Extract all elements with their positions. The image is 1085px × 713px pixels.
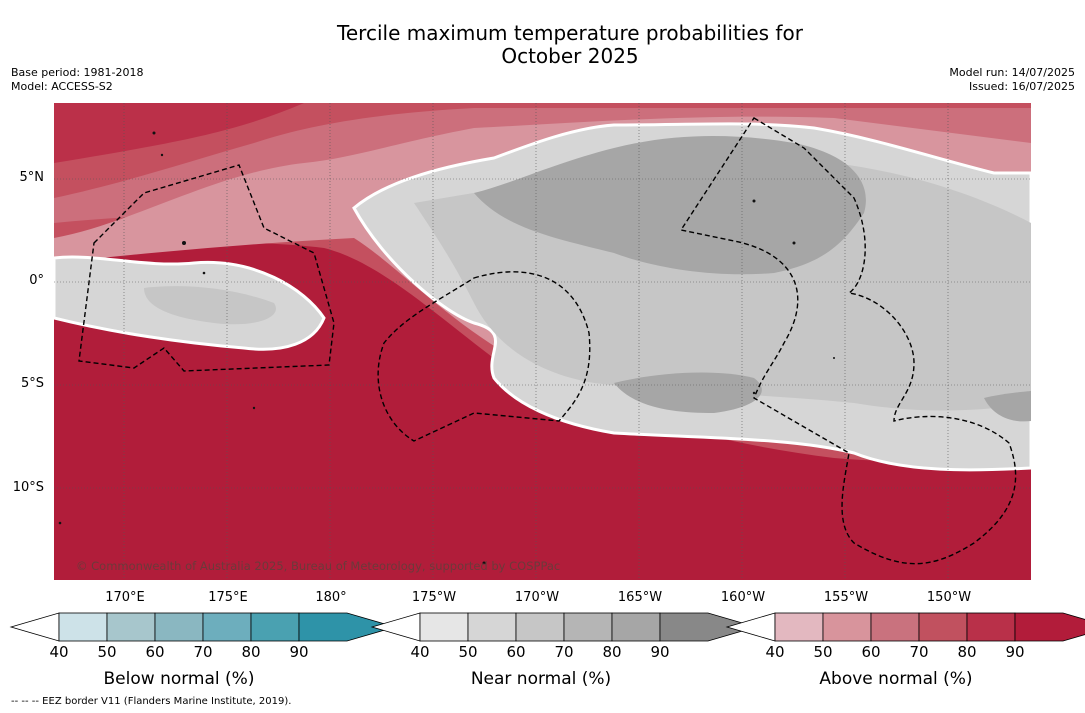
probability-map (54, 103, 1031, 580)
model-text: Model: ACCESS-S2 (11, 80, 113, 93)
colorbar-above-tick-90: 90 (1005, 643, 1025, 661)
colorbar-near-tick-80: 80 (602, 643, 622, 661)
copyright-notice: © Commonwealth of Australia 2025, Bureau… (76, 559, 561, 573)
islands (58, 131, 835, 565)
colorbar-above-segment-3 (918, 612, 968, 642)
colorbar-above-segment-2 (870, 612, 920, 642)
colorbar-above-tick-40: 40 (765, 643, 785, 661)
colorbar-label-near: Near normal (%) (470, 669, 612, 689)
colorbar-near-tick-40: 40 (410, 643, 430, 661)
colorbar-near-min-extend (370, 612, 421, 642)
colorbar-above-tick-60: 60 (861, 643, 881, 661)
colorbar-below-segment-1 (106, 612, 156, 642)
colorbar-below-segment-5 (298, 612, 397, 642)
near-normal-west-60-region (144, 286, 276, 325)
base-period-text: Base period: 1981-2018 (11, 66, 144, 79)
lon-label-155w: 155°W (823, 590, 869, 605)
colorbar-below-tick-80: 80 (241, 643, 261, 661)
colorbar-below-segment-4 (250, 612, 300, 642)
colorbar-near-segment-5 (659, 612, 758, 642)
lon-label-165w: 165°W (617, 590, 663, 605)
near-normal-70-region (474, 136, 866, 275)
colorbar-above-segment-1 (822, 612, 872, 642)
colorbar-below-segment-0 (58, 612, 108, 642)
colorbars (9, 612, 1085, 642)
lon-label-160w: 160°W (720, 590, 766, 605)
colorbar-below-tick-50: 50 (97, 643, 117, 661)
issued-text: Issued: 16/07/2025 (968, 80, 1075, 93)
colorbar-below-tick-70: 70 (193, 643, 213, 661)
lon-label-150w: 150°W (926, 590, 972, 605)
colorbar-near-segment-0 (419, 612, 469, 642)
model-run-info: Model run: 14/07/2025 Issued: 16/07/2025 (949, 66, 1075, 94)
colorbar-above-segment-4 (966, 612, 1016, 642)
colorbar-near-tick-60: 60 (506, 643, 526, 661)
lat-label-0: 0° (29, 273, 44, 288)
near-normal-70-south-region (614, 372, 762, 413)
colorbar-below-tick-40: 40 (49, 643, 69, 661)
colorbar-near-tick-90: 90 (650, 643, 670, 661)
colorbar-below-segment-3 (202, 612, 252, 642)
near-normal-70-east-region (984, 391, 1031, 422)
model-run-text: Model run: 14/07/2025 (949, 66, 1075, 79)
lon-label-170e: 170°E (105, 590, 145, 605)
colorbar-label-above: Above normal (%) (819, 669, 973, 689)
base-period-info: Base period: 1981-2018 Model: ACCESS-S2 (11, 66, 143, 94)
lon-label-175e: 175°E (208, 590, 248, 605)
lat-label-5s: 5°S (20, 376, 44, 391)
eez-footnote: -- -- -- EEZ border V11 (Flanders Marine… (11, 696, 292, 707)
lat-label-10s: 10°S (12, 480, 44, 495)
colorbar-label-below: Below normal (%) (103, 669, 255, 689)
graticule (54, 103, 1031, 580)
eez-borders (78, 117, 1017, 565)
colorbar-below-tick-60: 60 (145, 643, 165, 661)
colorbar-near-segment-4 (611, 612, 661, 642)
colorbar-above-segment-0 (774, 612, 824, 642)
map-title: Tercile maximum temperature probabilitie… (0, 22, 1085, 68)
colorbar-below-min-extend (9, 612, 60, 642)
colorbar-near-normal (370, 612, 758, 642)
lat-label-5n: 5°N (19, 170, 45, 185)
colorbar-below-tick-90: 90 (289, 643, 309, 661)
colorbar-above-normal (725, 612, 1085, 642)
colorbar-below-segment-2 (154, 612, 204, 642)
colorbar-above-tick-70: 70 (909, 643, 929, 661)
title-line-1: Tercile maximum temperature probabilitie… (337, 21, 803, 45)
colorbar-below-normal (9, 612, 397, 642)
colorbar-above-min-extend (725, 612, 776, 642)
colorbar-near-segment-3 (563, 612, 613, 642)
colorbar-near-segment-2 (515, 612, 565, 642)
colorbar-above-segment-5 (1014, 612, 1085, 642)
lon-label-175w: 175°W (411, 590, 457, 605)
colorbar-above-tick-50: 50 (813, 643, 833, 661)
lon-label-170w: 170°W (514, 590, 560, 605)
colorbar-above-tick-80: 80 (957, 643, 977, 661)
lon-label-180: 180° (315, 590, 347, 605)
colorbar-near-tick-70: 70 (554, 643, 574, 661)
colorbar-near-tick-50: 50 (458, 643, 478, 661)
title-line-2: October 2025 (501, 44, 639, 68)
colorbar-near-segment-1 (467, 612, 517, 642)
